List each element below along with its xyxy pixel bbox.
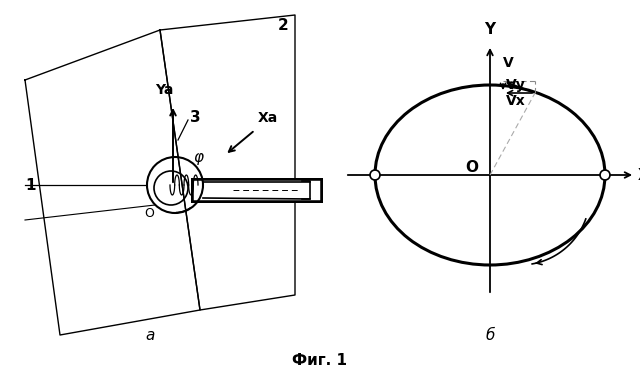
- Polygon shape: [160, 15, 295, 310]
- Ellipse shape: [375, 85, 605, 265]
- Circle shape: [371, 171, 380, 180]
- Text: V: V: [502, 56, 513, 70]
- Text: O: O: [144, 207, 154, 220]
- Text: Y: Y: [484, 22, 495, 37]
- Text: Xa: Xa: [258, 111, 278, 125]
- Text: б: б: [485, 328, 495, 343]
- Text: 1: 1: [25, 178, 35, 193]
- Text: 2: 2: [278, 18, 289, 33]
- Text: O: O: [465, 159, 479, 175]
- Text: φ: φ: [193, 150, 203, 165]
- Polygon shape: [25, 30, 200, 335]
- Circle shape: [600, 171, 609, 180]
- Text: X: X: [638, 168, 640, 183]
- Text: Фиг. 1: Фиг. 1: [292, 353, 348, 368]
- Text: а: а: [145, 328, 155, 343]
- Text: Vy: Vy: [506, 78, 525, 92]
- Text: Ya: Ya: [155, 83, 173, 97]
- Text: 3: 3: [190, 110, 200, 125]
- Text: Vx: Vx: [506, 94, 525, 108]
